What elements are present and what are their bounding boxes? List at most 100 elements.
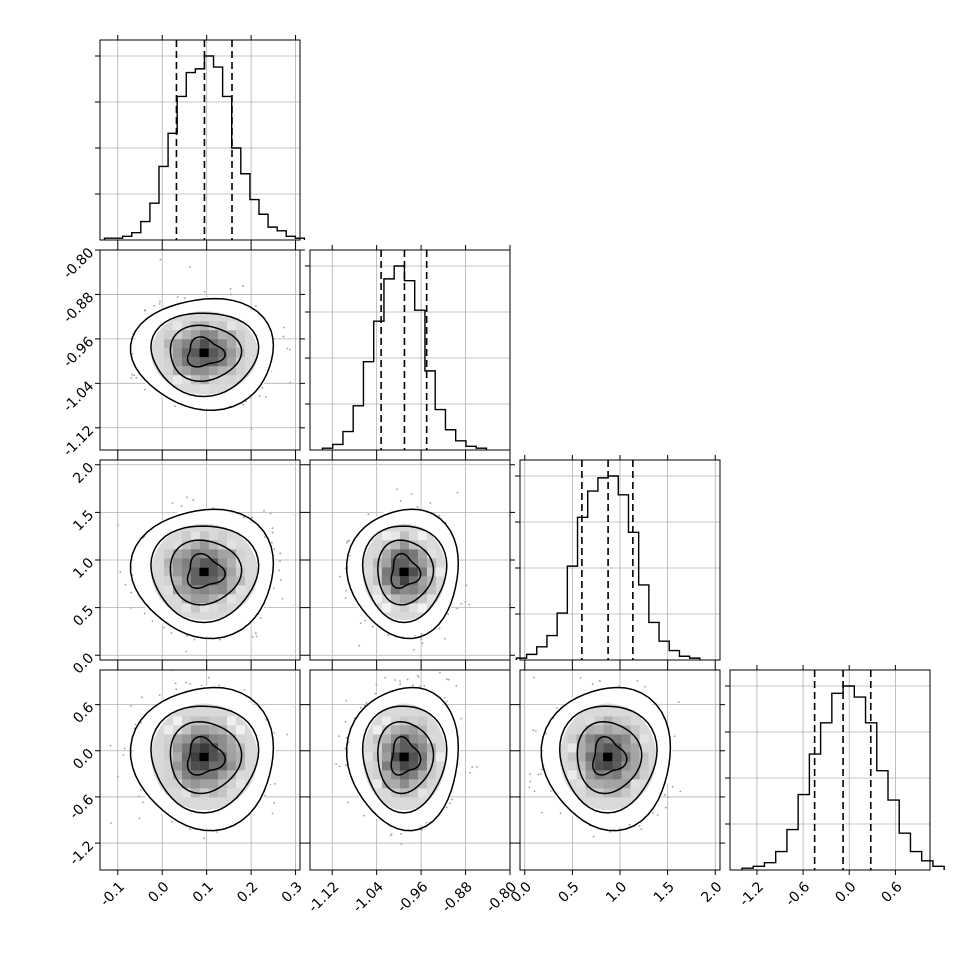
density-cell	[372, 734, 382, 744]
scatter-point	[271, 531, 274, 534]
scatter-point	[203, 290, 206, 293]
count-grid	[310, 265, 510, 405]
density-cell	[630, 761, 640, 771]
scatter-point	[549, 789, 552, 792]
density-cell	[208, 761, 218, 771]
scatter-point	[599, 680, 601, 683]
density-cell	[576, 761, 586, 771]
density-cell	[576, 743, 586, 753]
density-cell	[208, 567, 218, 577]
density-cell	[199, 594, 209, 604]
scatter-point	[131, 373, 133, 376]
density-cell	[390, 603, 400, 613]
y-tick-label: -1.04	[60, 378, 97, 415]
density-cell	[408, 761, 418, 771]
density-cell	[226, 540, 236, 550]
density-cell	[235, 725, 245, 735]
scatter-point	[229, 287, 232, 290]
density-cell	[190, 558, 200, 568]
scatter-point	[315, 584, 317, 586]
density-cell	[235, 357, 245, 367]
density-cell	[399, 725, 409, 735]
density-cell	[181, 770, 191, 780]
density-cell	[399, 585, 409, 595]
density-cell	[235, 348, 245, 358]
scatter-point	[671, 785, 674, 788]
scatter-point	[592, 835, 595, 838]
density-cell	[181, 788, 191, 798]
density-cell	[190, 366, 200, 376]
density-cell	[217, 725, 227, 735]
scatter-point	[416, 674, 419, 677]
density-cell	[417, 761, 427, 771]
density-cell	[217, 339, 227, 349]
scatter-point	[137, 795, 140, 798]
density-cell	[235, 585, 245, 595]
density-cell	[390, 549, 400, 559]
density-cell	[426, 594, 436, 604]
scatter-point	[559, 812, 562, 815]
density-cell	[181, 558, 191, 568]
scatter-point	[533, 790, 536, 793]
scatter-point	[677, 701, 680, 704]
scatter-point	[229, 293, 232, 296]
scatter-point	[460, 717, 463, 720]
scatter-point	[250, 428, 253, 430]
scatter-point	[359, 622, 362, 624]
scatter-point	[345, 699, 348, 702]
density-cell	[235, 779, 245, 789]
density-cell	[408, 576, 418, 586]
scatter-point	[448, 802, 451, 805]
density-cell	[372, 576, 382, 586]
scatter-point	[174, 405, 176, 408]
density-cell	[612, 779, 622, 789]
scatter-point	[158, 694, 161, 697]
density-cell	[372, 540, 382, 550]
scatter-point	[162, 626, 165, 629]
scatter-point	[134, 723, 137, 726]
scatter-point	[117, 524, 119, 527]
density-cell	[217, 330, 227, 340]
x-tick-label: 0.2	[234, 879, 261, 906]
scatter-point	[421, 642, 424, 645]
density-cell	[426, 734, 436, 744]
density-cell	[226, 321, 236, 331]
density-cell	[172, 357, 182, 367]
scatter-point	[465, 584, 468, 587]
y-tick-label: 0.0	[70, 650, 97, 677]
density-panel-1-3: -1.12 -1.04 -0.96 -0.88 -0.80	[305, 665, 520, 916]
scatter-point	[533, 676, 535, 679]
scatter-point	[243, 688, 246, 691]
density-cell	[426, 567, 436, 577]
scatter-point	[371, 625, 374, 628]
density-peak	[399, 567, 409, 576]
density-cell	[417, 603, 427, 613]
scatter-point	[539, 773, 542, 775]
density-cell	[576, 734, 586, 744]
count-grid	[520, 475, 720, 615]
scatter-point	[203, 837, 206, 840]
x-tick-label: -0.6	[783, 879, 814, 910]
density-cell	[208, 540, 218, 550]
density-cell	[199, 743, 209, 753]
density-cell	[226, 549, 236, 559]
density-cell	[381, 770, 391, 780]
scatter-point	[537, 773, 540, 776]
density-cell	[199, 558, 209, 568]
y-tick-label: 2.0	[70, 460, 97, 487]
density-cell	[426, 549, 436, 559]
scatter-point	[143, 612, 146, 615]
scatter-point	[176, 295, 179, 298]
scatter-point	[119, 570, 122, 573]
contour-line	[150, 705, 260, 814]
density-cell	[217, 366, 227, 376]
density-cell	[594, 716, 604, 726]
scatter-point	[344, 597, 347, 600]
density-cell	[381, 716, 391, 726]
density-cell	[208, 549, 218, 559]
scatter-point	[281, 597, 284, 600]
density-cell	[190, 585, 200, 595]
density-cell	[163, 734, 173, 744]
density-cell	[208, 321, 218, 331]
density-cell	[399, 558, 409, 568]
